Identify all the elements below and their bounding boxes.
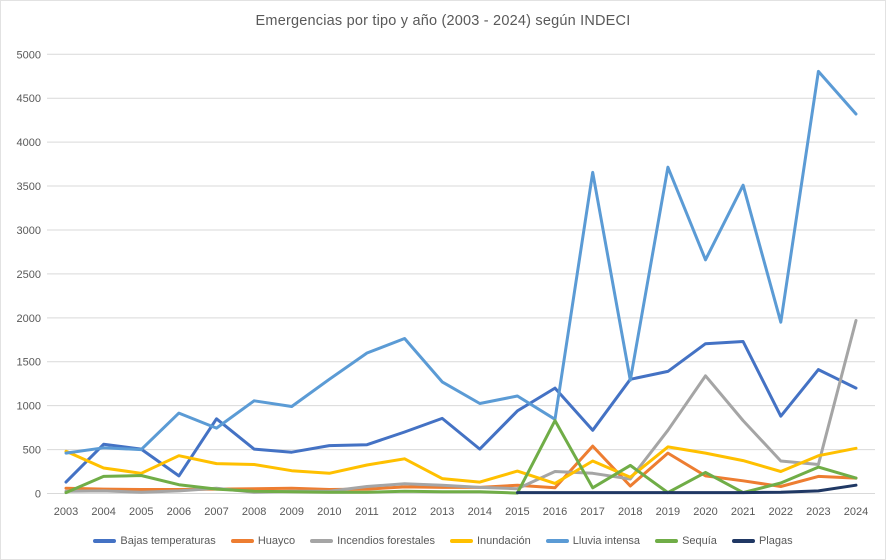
x-tick-2006: 2006 — [167, 506, 191, 518]
legend-item-incendios-forestales: Incendios forestales — [310, 535, 435, 547]
plot-area: 0 500 1000 1500 2000 2500 3000 3500 4000 4500 5000… — [17, 49, 875, 518]
legend-item-sequia: Sequía — [655, 535, 717, 547]
legend-item-lluvia-intensa: Lluvia intensa — [545, 535, 641, 547]
y-tick-4000: 4000 — [17, 137, 41, 149]
legend-label-inundacion: Inundación — [476, 535, 531, 547]
legend-item-inundacion: Inundación — [449, 535, 531, 547]
x-tick-2018: 2018 — [618, 506, 642, 518]
y-tick-4500: 4500 — [17, 93, 41, 105]
y-tick-1000: 1000 — [17, 401, 41, 413]
x-tick-2011: 2011 — [355, 506, 379, 518]
x-tick-2021: 2021 — [731, 506, 755, 518]
legend: Bajas temperaturas Huayco Incendios forest… — [1, 530, 885, 552]
y-tick-1500: 1500 — [17, 357, 41, 369]
y-tick-500: 500 — [23, 445, 41, 457]
x-tick-2005: 2005 — [129, 506, 153, 518]
legend-swatch-incendios-forestales — [310, 539, 334, 543]
series-line-sequia — [64, 419, 858, 495]
legend-label-lluvia-intensa: Lluvia intensa — [572, 535, 641, 547]
series-line-incendios-forestales — [64, 319, 858, 494]
x-tick-2012: 2012 — [392, 506, 416, 518]
x-tick-2010: 2010 — [317, 506, 341, 518]
y-tick-2500: 2500 — [17, 269, 41, 281]
x-tick-2017: 2017 — [580, 506, 604, 518]
legend-swatch-bajas-temperaturas — [93, 539, 117, 543]
x-tick-2003: 2003 — [54, 506, 78, 518]
x-tick-2023: 2023 — [806, 506, 830, 518]
x-tick-2014: 2014 — [468, 506, 492, 518]
series-line-inundacion — [64, 445, 858, 485]
x-tick-2016: 2016 — [543, 506, 567, 518]
legend-item-huayco: Huayco — [230, 535, 296, 547]
x-tick-2015: 2015 — [505, 506, 529, 518]
legend-label-plagas: Plagas — [758, 535, 793, 547]
legend-swatch-plagas — [731, 539, 755, 543]
x-tick-2007: 2007 — [204, 506, 228, 518]
x-tick-2004: 2004 — [91, 506, 115, 518]
legend-label-huayco: Huayco — [257, 535, 296, 547]
legend-swatch-sequia — [655, 539, 679, 543]
x-tick-2024: 2024 — [844, 506, 868, 518]
series-line-bajas-temperaturas — [64, 340, 858, 484]
legend-swatch-huayco — [230, 539, 254, 543]
y-tick-3000: 3000 — [17, 225, 41, 237]
y-tick-3500: 3500 — [17, 181, 41, 193]
legend-label-sequia: Sequía — [682, 535, 717, 547]
series-line-lluvia-intensa — [64, 69, 858, 455]
y-tick-0: 0 — [35, 489, 41, 501]
x-tick-2020: 2020 — [693, 506, 717, 518]
chart-title: Emergencias por tipo y año (2003 - 2024)… — [255, 13, 631, 29]
legend-swatch-inundacion — [449, 539, 473, 543]
series-line-plagas — [515, 483, 858, 495]
legend-item-plagas: Plagas — [731, 535, 793, 547]
y-tick-5000: 5000 — [17, 49, 41, 61]
legend-item-bajas-temperaturas: Bajas temperaturas — [93, 535, 216, 547]
x-tick-2013: 2013 — [430, 506, 454, 518]
legend-label-incendios-forestales: Incendios forestales — [337, 535, 435, 547]
x-tick-2022: 2022 — [769, 506, 793, 518]
legend-swatch-lluvia-intensa — [545, 539, 569, 543]
x-tick-2019: 2019 — [656, 506, 680, 518]
x-tick-2008: 2008 — [242, 506, 266, 518]
legend-label-bajas-temperaturas: Bajas temperaturas — [120, 535, 216, 547]
x-tick-2009: 2009 — [279, 506, 303, 518]
y-tick-2000: 2000 — [17, 313, 41, 325]
